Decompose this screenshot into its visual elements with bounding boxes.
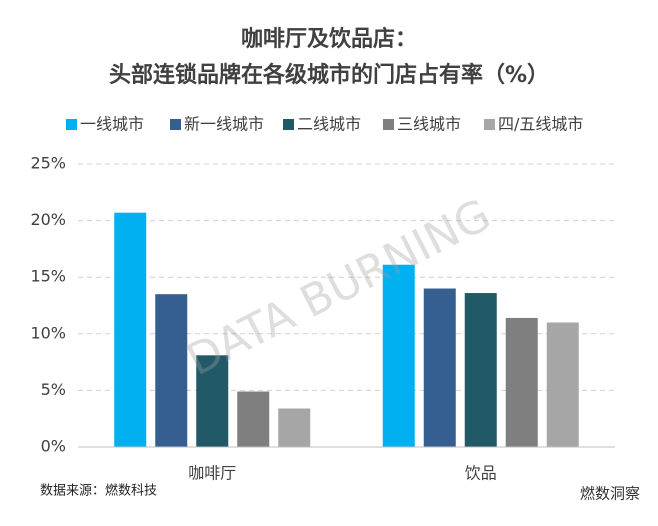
y-tick-label: 20% [30, 210, 66, 229]
bar [505, 317, 538, 447]
bar [464, 293, 497, 447]
legend-label: 三线城市 [397, 115, 461, 134]
legend-swatch [484, 119, 495, 130]
y-tick-label: 10% [30, 323, 66, 342]
legend-swatch [383, 119, 394, 130]
bar [114, 212, 147, 447]
logo: 燃数洞察 [580, 485, 640, 503]
legend-label: 二线城市 [297, 115, 361, 134]
chart-title: 咖啡厅及饮品店： [241, 27, 417, 52]
bar [196, 355, 229, 447]
source: 数据来源：燃数科技 [40, 483, 157, 499]
y-tick-label: 0% [41, 437, 66, 456]
legend-swatch [66, 119, 77, 130]
y-tick-label: 25% [30, 154, 66, 173]
legend-label: 四/五线城市 [498, 115, 583, 134]
bar [382, 264, 415, 447]
chart-subtitle: 头部连锁品牌在各级城市的门店占有率（%） [109, 62, 549, 88]
legend-swatch [283, 119, 294, 130]
x-tick-label: 咖啡厅 [188, 464, 236, 483]
y-tick-label: 5% [41, 380, 66, 399]
x-tick-label: 饮品 [465, 464, 497, 483]
bar [423, 288, 456, 447]
legend-label: 新一线城市 [184, 115, 264, 134]
y-tick-label: 15% [30, 267, 66, 286]
bar [155, 294, 188, 447]
bar [546, 322, 579, 447]
legend-label: 一线城市 [80, 115, 144, 134]
bar [278, 408, 311, 447]
legend-swatch [170, 119, 181, 130]
bar [237, 391, 270, 447]
